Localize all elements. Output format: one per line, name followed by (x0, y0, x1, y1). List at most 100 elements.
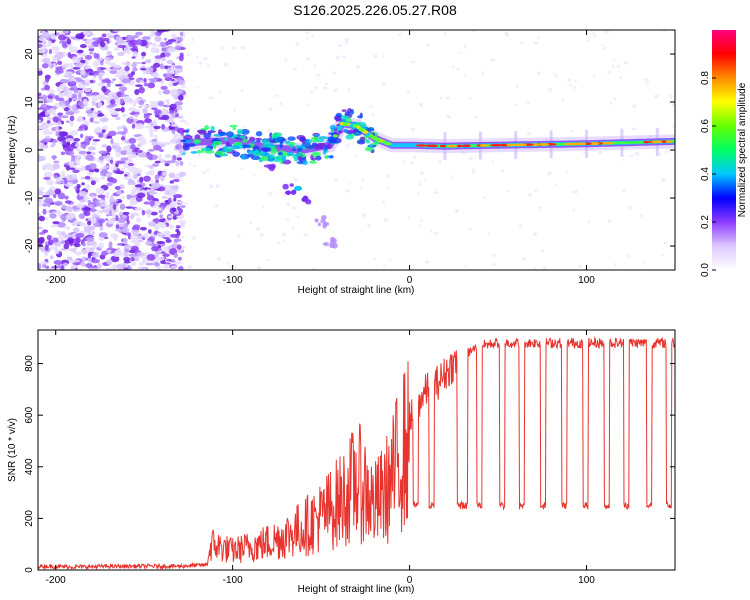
noise-blob (115, 228, 124, 233)
noise-blob (137, 266, 143, 270)
faint-blob (386, 174, 391, 178)
faint-blob (295, 42, 300, 46)
noise-blob (157, 100, 164, 107)
noise-blob (123, 260, 131, 264)
noise-blob (61, 231, 66, 236)
faint-blob (173, 93, 178, 96)
faint-blob (255, 226, 261, 231)
noise-blob (100, 117, 109, 122)
faint-blob (253, 172, 256, 177)
faint-blob (419, 223, 422, 227)
noise-blob (159, 149, 164, 152)
noise-blob (79, 133, 84, 139)
noise-blob (132, 232, 141, 236)
noise-blob (154, 174, 160, 181)
noise-blob (64, 99, 70, 107)
carrier-blob (213, 144, 217, 150)
noise-blob (162, 253, 170, 258)
faint-blob (642, 261, 645, 265)
carrier-blob (243, 144, 252, 149)
noise-blob (117, 126, 123, 130)
noise-blob (119, 203, 126, 210)
noise-blob (62, 139, 67, 145)
faint-blob (188, 162, 192, 166)
noise-blob (71, 155, 76, 162)
noise-blob (111, 209, 116, 215)
faint-blob (469, 97, 472, 100)
noise-blob (175, 137, 181, 143)
carrier-blob (255, 131, 263, 137)
noise-blob (126, 194, 131, 200)
snr-y-ticks: 0 200 400 600 800 (24, 355, 675, 573)
noise-blob (135, 31, 143, 36)
noise-blob (38, 189, 43, 196)
faint-blob (577, 264, 582, 268)
faint-blob (412, 155, 417, 159)
faint-blob (487, 232, 490, 235)
noise-blob (167, 197, 172, 204)
faint-blob (198, 61, 203, 65)
noise-blob (129, 116, 134, 120)
noise-blob (90, 180, 96, 186)
noise-blob (131, 123, 136, 129)
noise-blob (82, 98, 88, 105)
noise-blob (69, 167, 76, 171)
noise-blob (172, 215, 177, 220)
spectrogram-x-tick-label: 100 (578, 275, 595, 286)
noise-blob (178, 220, 187, 224)
carrier-peak (589, 142, 600, 145)
noise-blob (146, 59, 152, 64)
faint-blob (634, 152, 640, 156)
noise-blob (50, 144, 55, 148)
noise-blob (132, 224, 141, 229)
noise-blob (101, 250, 109, 256)
noise-blob (122, 96, 131, 102)
noise-blob (38, 92, 42, 97)
faint-blob (345, 143, 350, 148)
noise-blob (164, 160, 174, 164)
noise-blob (121, 251, 129, 258)
faint-blob (215, 184, 220, 189)
noise-blob (179, 119, 187, 123)
faint-blob (208, 96, 214, 100)
noise-blob (54, 32, 60, 36)
faint-blob (565, 171, 569, 174)
carrier-peak (491, 143, 502, 147)
faint-blob (291, 206, 296, 210)
noise-blob (85, 263, 93, 269)
faint-blob (654, 94, 660, 99)
faint-blob (207, 64, 210, 67)
carrier-blob (298, 151, 303, 157)
noise-blob (73, 243, 81, 248)
noise-blob (44, 197, 53, 203)
noise-blob (53, 160, 60, 164)
faint-blob (307, 103, 310, 107)
faint-blob (361, 213, 366, 218)
noise-blob (164, 73, 172, 78)
noise-blob (150, 122, 155, 128)
faint-blob (406, 91, 410, 95)
faint-blob (253, 134, 257, 137)
noise-blob (136, 192, 146, 198)
carrier-peak (463, 144, 471, 148)
carrier-blob (223, 137, 229, 141)
carrier-blob (297, 147, 303, 153)
noise-blob (112, 78, 116, 82)
noise-blob (178, 94, 184, 101)
arc-speckle (343, 122, 349, 126)
carrier-blob (277, 151, 283, 156)
noise-blob (176, 157, 182, 161)
noise-blob (165, 238, 172, 243)
noise-blob (139, 176, 144, 183)
noise-blob (170, 265, 178, 269)
noise-blob (38, 113, 46, 117)
noise-blob (163, 189, 168, 196)
noise-blob (164, 77, 173, 82)
noise-blob (105, 79, 112, 84)
noise-blob (78, 49, 84, 53)
noise-blob (149, 133, 155, 138)
faint-blob (266, 128, 272, 133)
faint-blob (547, 171, 552, 176)
faint-blob (296, 215, 300, 219)
noise-blob (101, 144, 108, 148)
